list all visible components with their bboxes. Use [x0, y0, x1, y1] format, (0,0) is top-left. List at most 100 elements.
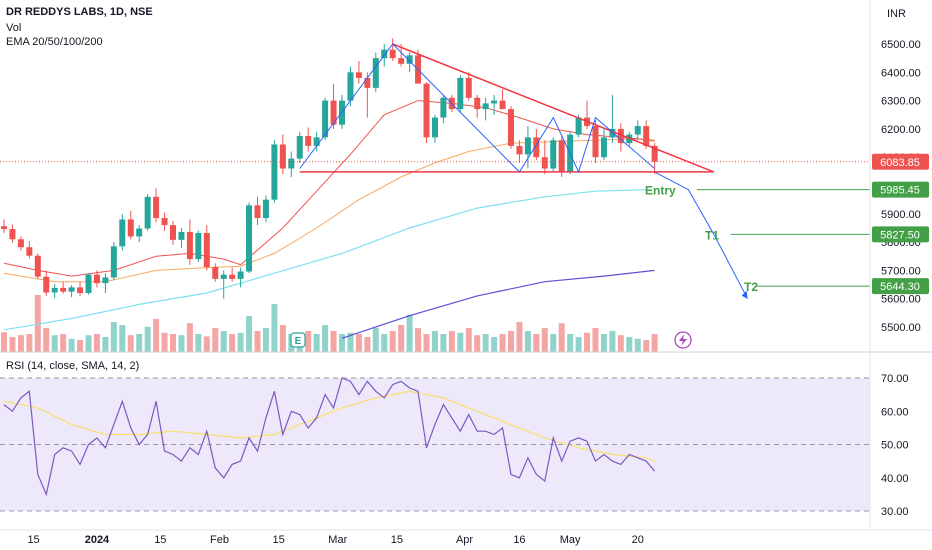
- volume-bar: [626, 337, 633, 352]
- rsi-tick-label: 50.00: [881, 440, 909, 452]
- pattern-drawings: [0, 43, 870, 299]
- currency-label[interactable]: INR: [887, 8, 906, 20]
- time-tick-label: 16: [513, 534, 525, 546]
- volume-bar: [313, 334, 320, 352]
- candle-body: [119, 219, 126, 247]
- last-price-tag: [872, 153, 929, 170]
- candle-body: [508, 109, 514, 146]
- time-tick-label: Apr: [456, 534, 473, 546]
- candle-body: [68, 287, 75, 292]
- volume-bar: [68, 338, 75, 352]
- volume-bar: [558, 323, 565, 352]
- volume-bar: [499, 334, 506, 352]
- candle: [389, 38, 396, 61]
- volume-bar: [457, 332, 464, 352]
- candle: [457, 75, 464, 112]
- rsi-title: RSI (14, close, SMA, 14, 2): [6, 360, 140, 372]
- ema50-line: [3, 138, 655, 283]
- ema-lines: [3, 100, 655, 339]
- volume-bar: [43, 328, 50, 352]
- candle-body: [398, 58, 405, 64]
- price-tick-label: 6200.00: [881, 124, 921, 136]
- candle: [161, 212, 168, 231]
- volume-bar: [153, 319, 160, 352]
- volume-bar: [186, 323, 193, 352]
- candle: [127, 210, 134, 240]
- candle-body: [364, 77, 371, 88]
- volume-bar: [237, 332, 244, 352]
- pattern-zigzag: [299, 43, 655, 174]
- volume-bar: [609, 331, 616, 352]
- volume-bars: [1, 295, 658, 352]
- target-price-text: 5985.45: [880, 185, 920, 197]
- candle-body: [643, 126, 650, 146]
- volume-bar: [203, 336, 210, 352]
- volume-bar: [347, 332, 354, 352]
- price-tick-label: 5700.00: [881, 265, 921, 277]
- candle: [322, 97, 329, 141]
- volume-bar: [110, 322, 117, 352]
- candle-body: [634, 126, 641, 135]
- volume-bar: [592, 328, 599, 352]
- candle-body: [465, 77, 472, 98]
- candle-body: [482, 103, 489, 110]
- volume-bar: [465, 328, 472, 352]
- volume-bar: [643, 340, 650, 352]
- price-tick-label: 5500.00: [881, 322, 921, 334]
- volume-bar: [651, 334, 658, 352]
- time-tick-label: 15: [154, 534, 166, 546]
- candle-body: [186, 231, 193, 260]
- volume-bar: [195, 334, 202, 352]
- volume-bar: [85, 335, 92, 352]
- candle: [26, 240, 33, 259]
- candle: [305, 127, 312, 152]
- candle: [347, 66, 354, 107]
- candle: [465, 72, 472, 101]
- ema20-line: [3, 100, 655, 277]
- candle-body: [516, 145, 523, 155]
- earnings-icon: [290, 332, 306, 348]
- earnings-marker: E: [290, 332, 306, 348]
- candle: [34, 253, 41, 279]
- candle: [51, 283, 58, 299]
- lightning-icon: [674, 331, 692, 349]
- last-price-text: 6083.85: [880, 157, 920, 169]
- volume-bar: [381, 334, 388, 352]
- candle: [372, 52, 379, 93]
- ema100-line: [3, 189, 647, 331]
- volume-bar: [508, 331, 514, 352]
- candle: [43, 270, 50, 296]
- volume-bar: [60, 334, 67, 352]
- candle: [144, 193, 151, 231]
- rsi-tick-label: 70.00: [881, 373, 909, 385]
- candle-body: [592, 126, 599, 158]
- volume-bar: [212, 328, 219, 352]
- candle-body: [77, 287, 84, 294]
- candle: [288, 151, 295, 178]
- volume-bar: [119, 325, 126, 352]
- candle: [212, 263, 219, 282]
- volume-bar: [279, 325, 286, 352]
- volume-bar: [423, 334, 430, 352]
- candle: [431, 114, 438, 144]
- rsi-tick-label: 40.00: [881, 473, 909, 485]
- volume-bar: [34, 295, 41, 352]
- candle: [220, 270, 227, 299]
- candle: [178, 227, 185, 248]
- candle: [600, 128, 607, 161]
- candle-body: [474, 97, 481, 110]
- candle-body: [279, 144, 286, 169]
- candle: [262, 195, 269, 223]
- volume-bar: [136, 334, 143, 352]
- target-label: Entry: [645, 184, 676, 198]
- candle-body: [43, 276, 50, 293]
- candlesticks: [1, 38, 658, 299]
- volume-bar: [372, 328, 379, 352]
- candle-body: [144, 196, 151, 229]
- volume-bar: [448, 331, 455, 352]
- target-label: T1: [705, 228, 719, 242]
- volume-bar: [77, 340, 84, 352]
- volume-bar: [533, 334, 540, 352]
- candle: [592, 120, 599, 163]
